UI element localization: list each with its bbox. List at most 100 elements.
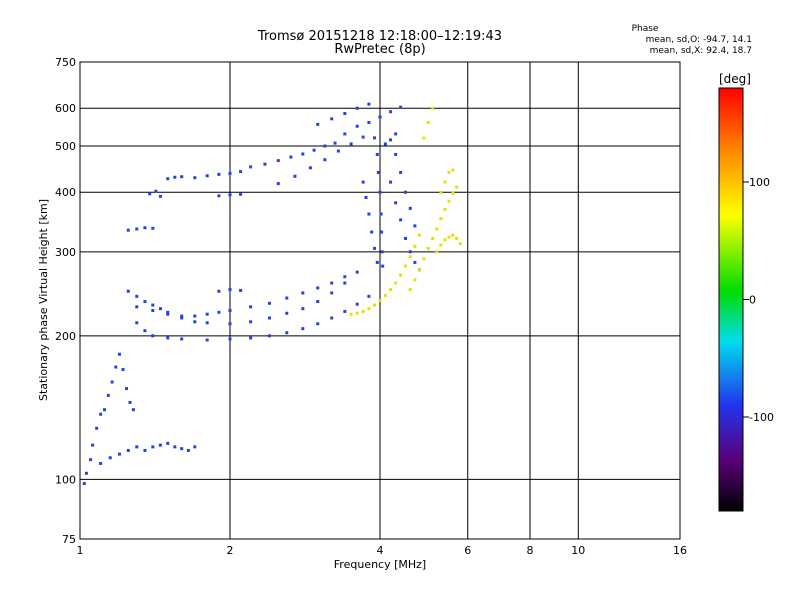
- data-point-o: [217, 194, 221, 198]
- data-point-o: [126, 228, 130, 232]
- data-point-o: [151, 226, 155, 230]
- data-point-o: [228, 288, 232, 292]
- data-point-o: [106, 393, 110, 397]
- chart-subtitle: RwPretec (8p): [334, 42, 425, 57]
- data-point-x: [443, 238, 447, 242]
- data-point-o: [99, 412, 103, 416]
- data-point-o: [228, 308, 232, 312]
- data-point-o: [173, 175, 177, 179]
- data-point-o: [312, 148, 316, 152]
- data-point-o: [166, 177, 170, 181]
- data-point-o: [126, 448, 130, 452]
- x-tick-label: 16: [673, 544, 687, 557]
- data-point-o: [355, 106, 359, 110]
- y-tick-label: 200: [55, 330, 76, 343]
- data-point-o: [249, 320, 253, 324]
- data-point-x: [431, 106, 435, 110]
- data-point-o: [373, 136, 377, 140]
- data-point-o: [399, 218, 403, 222]
- data-point-o: [349, 142, 353, 146]
- data-point-o: [330, 281, 334, 285]
- data-point-o: [110, 380, 114, 384]
- colorbar-ticks: -100 0 100: [743, 176, 774, 424]
- data-point-o: [91, 443, 95, 447]
- phase-legend-o: mean, sd,O: -94.7, 14.1: [646, 35, 752, 45]
- data-point-x: [435, 227, 439, 231]
- data-point-o: [380, 230, 384, 234]
- data-point-o: [367, 121, 371, 125]
- data-point-o: [186, 448, 190, 452]
- data-point-o: [166, 310, 170, 314]
- data-point-o: [343, 309, 347, 313]
- data-point-o: [399, 170, 403, 174]
- data-point-x: [408, 255, 412, 259]
- phase-legend-title: Phase: [632, 24, 659, 34]
- data-point-o: [228, 322, 232, 326]
- data-point-o: [114, 365, 118, 369]
- data-points: [82, 102, 462, 486]
- plot-frame: [79, 61, 681, 540]
- y-tick-label: 750: [55, 56, 76, 69]
- data-point-o: [95, 426, 99, 430]
- data-point-o: [336, 149, 340, 153]
- data-point-o: [217, 172, 221, 176]
- data-point-o: [131, 408, 135, 412]
- data-point-o: [173, 445, 177, 449]
- data-point-o: [379, 212, 383, 216]
- y-tick-label: 400: [55, 186, 76, 199]
- data-point-o: [151, 308, 155, 312]
- data-point-o: [135, 321, 139, 325]
- x-tick-label: 1: [77, 544, 84, 557]
- data-point-x: [422, 257, 426, 261]
- data-point-o: [151, 445, 155, 449]
- x-tick-label: 2: [227, 544, 234, 557]
- data-point-o: [205, 174, 209, 178]
- data-point-o: [399, 105, 403, 109]
- data-point-o: [205, 312, 209, 316]
- data-point-x: [417, 233, 421, 237]
- data-point-o: [166, 312, 170, 316]
- data-point-o: [151, 334, 155, 338]
- data-point-x: [355, 311, 359, 315]
- data-point-o: [158, 443, 162, 447]
- data-point-o: [343, 111, 347, 115]
- x-tick-label: 8: [527, 544, 534, 557]
- data-point-o: [263, 162, 267, 166]
- data-point-x: [373, 303, 377, 307]
- data-point-o: [154, 189, 158, 193]
- colorbar-tick-label: -100: [749, 411, 774, 424]
- data-point-o: [180, 447, 184, 451]
- data-point-o: [367, 102, 371, 106]
- data-point-x: [389, 288, 393, 292]
- data-point-o: [378, 115, 382, 119]
- data-point-o: [117, 352, 121, 356]
- data-point-o: [316, 122, 320, 126]
- data-point-o: [333, 141, 337, 145]
- data-point-o: [117, 452, 121, 456]
- data-point-o: [158, 307, 162, 311]
- data-point-o: [217, 289, 221, 293]
- x-axis-ticks: 1 2 4 6 8 10 16: [77, 544, 688, 557]
- data-point-o: [301, 291, 305, 295]
- data-point-o: [125, 387, 129, 391]
- data-point-o: [193, 320, 197, 324]
- data-point-x: [431, 236, 435, 240]
- data-point-x: [435, 250, 439, 254]
- data-point-o: [82, 482, 86, 486]
- data-point-x: [417, 268, 421, 272]
- data-point-x: [439, 190, 443, 194]
- data-point-o: [413, 260, 417, 264]
- data-point-x: [383, 293, 387, 297]
- data-point-o: [276, 182, 280, 186]
- data-point-x: [451, 191, 455, 195]
- chart-title: Tromsø 20151218 12:18:00–12:19:43: [257, 29, 502, 44]
- data-point-o: [403, 236, 407, 240]
- data-point-x: [439, 217, 443, 221]
- data-point-o: [239, 170, 243, 174]
- y-tick-label: 500: [55, 140, 76, 153]
- data-point-o: [343, 275, 347, 279]
- data-point-o: [289, 155, 293, 159]
- y-axis-ticks: 75 100 200 300 400 500 600 750: [55, 56, 76, 546]
- data-point-x: [367, 307, 371, 311]
